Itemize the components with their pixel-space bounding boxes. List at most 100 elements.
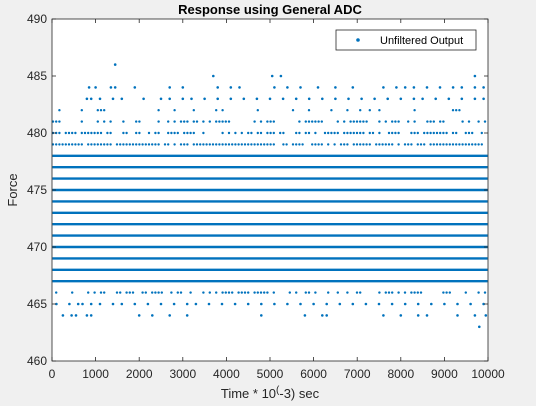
y-tick-label: 480 bbox=[27, 126, 47, 140]
data-point bbox=[304, 131, 307, 135]
data-point bbox=[151, 291, 154, 294]
x-axis-label-part: -3) sec bbox=[279, 386, 319, 401]
data-point bbox=[416, 291, 419, 294]
data-point bbox=[89, 97, 93, 101]
data-point bbox=[377, 302, 381, 306]
data-point bbox=[234, 131, 237, 135]
data-point bbox=[307, 131, 311, 135]
data-point bbox=[237, 143, 240, 146]
data-point bbox=[115, 143, 119, 146]
data-point bbox=[55, 302, 58, 306]
data-point bbox=[125, 131, 128, 135]
data-point bbox=[286, 86, 289, 89]
y-tick-label: 470 bbox=[27, 240, 47, 254]
data-point bbox=[351, 86, 355, 89]
data-point bbox=[122, 120, 125, 123]
data-point bbox=[133, 302, 137, 306]
data-point bbox=[455, 131, 458, 135]
data-point bbox=[333, 143, 336, 146]
data-point bbox=[351, 302, 355, 306]
data-point bbox=[103, 143, 106, 146]
data-point bbox=[192, 109, 195, 112]
data-point bbox=[460, 86, 464, 89]
data-point bbox=[445, 143, 448, 146]
data-point bbox=[477, 143, 480, 146]
legend[interactable]: Unfiltered Output bbox=[335, 29, 477, 51]
data-point bbox=[330, 131, 333, 135]
data-point bbox=[323, 131, 327, 135]
data-point bbox=[74, 131, 77, 135]
y-tick-label: 490 bbox=[27, 12, 47, 26]
data-point bbox=[215, 120, 218, 123]
data-point bbox=[185, 302, 189, 306]
data-point bbox=[307, 291, 311, 294]
x-tick-label: 10000 bbox=[471, 367, 505, 381]
data-point bbox=[301, 143, 304, 146]
data-point bbox=[85, 314, 89, 317]
data-point bbox=[347, 97, 350, 101]
data-point bbox=[259, 131, 263, 135]
data-point bbox=[442, 143, 445, 146]
data-point bbox=[451, 109, 455, 112]
data-point bbox=[456, 302, 459, 306]
data-point bbox=[334, 97, 337, 101]
data-point bbox=[426, 120, 429, 123]
data-point bbox=[181, 97, 185, 101]
data-point bbox=[246, 302, 250, 306]
data-point bbox=[471, 143, 474, 146]
data-point bbox=[87, 143, 90, 146]
data-point bbox=[80, 109, 84, 112]
data-point bbox=[412, 97, 416, 101]
data-point bbox=[167, 143, 170, 146]
data-point bbox=[477, 291, 480, 294]
data-point bbox=[179, 143, 183, 146]
data-point bbox=[410, 131, 413, 135]
data-point bbox=[229, 86, 233, 89]
data-point bbox=[186, 143, 189, 146]
data-point bbox=[416, 143, 419, 146]
data-point bbox=[403, 86, 407, 89]
data-point bbox=[279, 131, 282, 135]
data-point bbox=[138, 131, 141, 135]
data-point bbox=[256, 131, 259, 135]
data-point bbox=[135, 143, 138, 146]
data-point bbox=[138, 120, 141, 123]
data-point bbox=[55, 120, 58, 123]
data-point bbox=[256, 143, 259, 146]
data-point bbox=[291, 143, 295, 146]
data-point bbox=[352, 143, 355, 146]
data-point bbox=[430, 302, 433, 306]
data-point bbox=[397, 131, 400, 135]
data-point bbox=[183, 120, 186, 123]
data-point bbox=[467, 131, 471, 135]
data-point bbox=[474, 143, 477, 146]
data-point bbox=[144, 291, 147, 294]
data-point bbox=[173, 131, 176, 135]
data-point bbox=[122, 143, 125, 146]
data-point bbox=[477, 120, 480, 123]
data-point bbox=[181, 86, 185, 89]
data-point bbox=[185, 314, 189, 317]
data-point bbox=[445, 291, 448, 294]
legend-entry-label: Unfiltered Output bbox=[380, 35, 463, 47]
data-point bbox=[378, 120, 381, 123]
data-point bbox=[98, 302, 102, 306]
data-point bbox=[458, 143, 461, 146]
data-point bbox=[325, 302, 329, 306]
data-point bbox=[359, 143, 362, 146]
x-axis-label: Time * 10(-3) sec bbox=[221, 385, 320, 401]
data-point bbox=[58, 131, 61, 135]
data-point bbox=[192, 120, 195, 123]
data-point bbox=[96, 120, 100, 123]
data-point bbox=[320, 120, 323, 123]
data-point bbox=[64, 143, 68, 146]
data-point bbox=[85, 97, 89, 101]
data-point bbox=[403, 291, 407, 294]
data-point bbox=[426, 131, 429, 135]
data-point bbox=[429, 131, 432, 135]
data-point bbox=[61, 314, 65, 317]
x-tick-label: 6000 bbox=[300, 367, 327, 381]
data-point bbox=[141, 143, 144, 146]
data-point bbox=[266, 143, 269, 146]
data-point bbox=[346, 291, 349, 294]
